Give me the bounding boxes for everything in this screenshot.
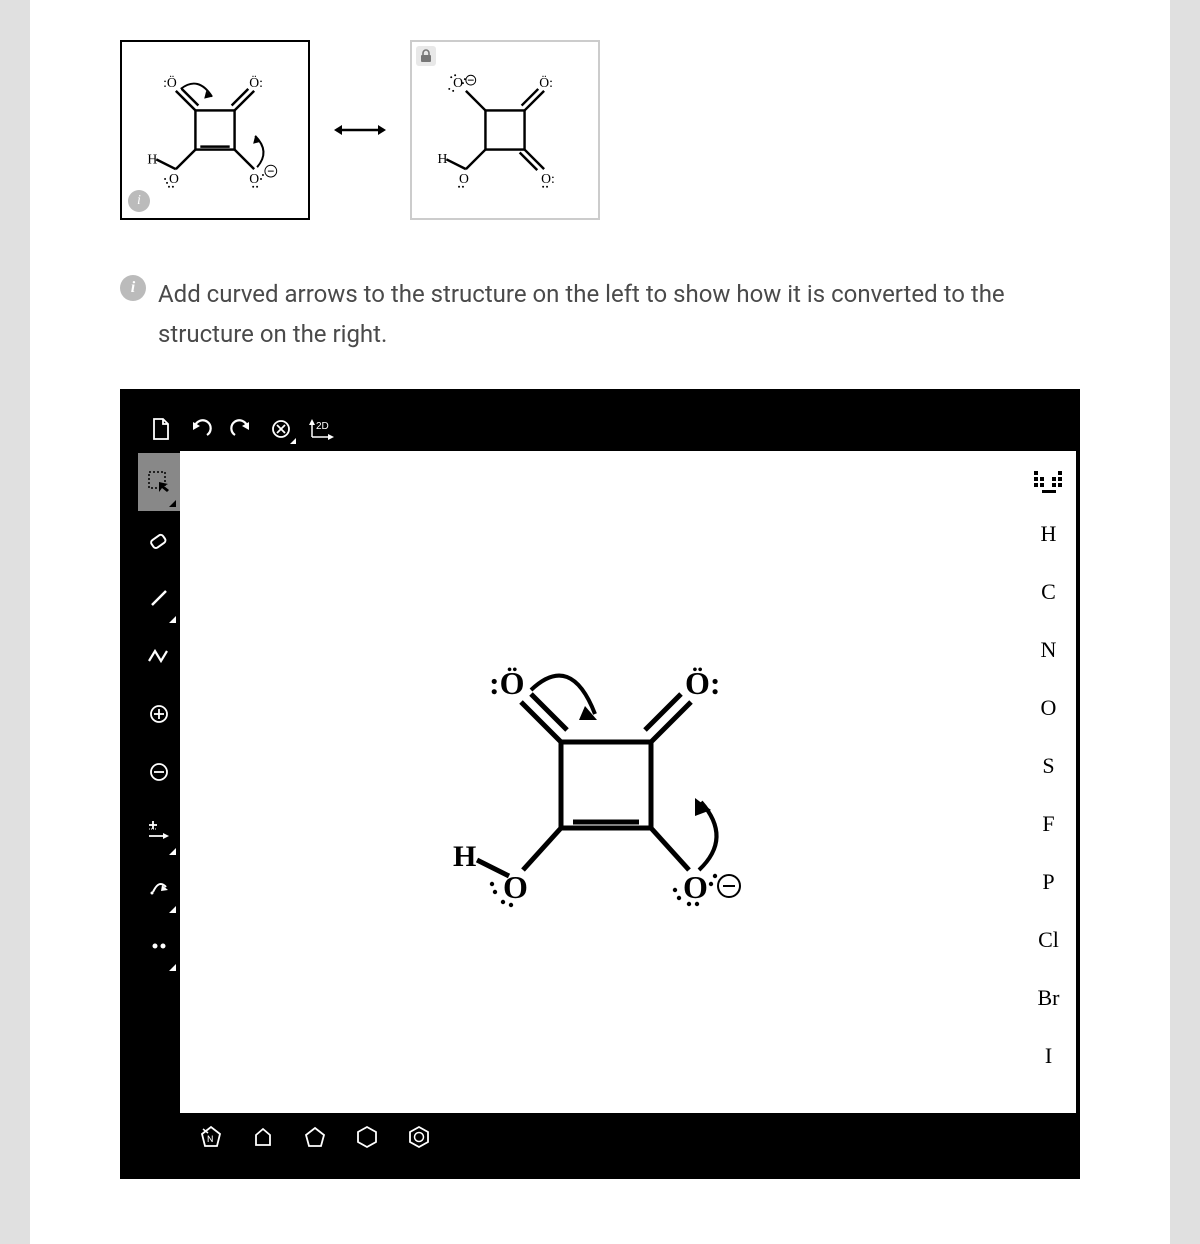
element-H[interactable]: H <box>1021 505 1076 563</box>
new-icon[interactable] <box>144 412 178 446</box>
svg-text:2D: 2D <box>316 421 329 432</box>
delete-icon[interactable] <box>264 412 298 446</box>
svg-text:N: N <box>207 1135 213 1145</box>
element-C[interactable]: C <box>1021 563 1076 621</box>
eraser-tool[interactable] <box>138 511 180 569</box>
element-O[interactable]: O <box>1021 679 1076 737</box>
svg-text::Ö: :Ö <box>163 74 177 90</box>
element-N[interactable]: N <box>1021 621 1076 679</box>
thumbnail-right[interactable]: O Ö: O O: H <box>410 40 600 220</box>
benzene-tool[interactable] <box>402 1120 436 1154</box>
periodic-table-icon[interactable] <box>1021 459 1076 505</box>
svg-text:H: H <box>147 151 157 166</box>
instruction-block: i Add curved arrows to the structure on … <box>120 275 1080 354</box>
svg-text:Ö:: Ö: <box>539 74 553 90</box>
right-toolbar: H C N O S F P Cl Br I <box>1021 451 1076 1113</box>
element-P[interactable]: P <box>1021 853 1076 911</box>
resonance-arrow-icon <box>330 120 390 140</box>
minus-charge-tool[interactable] <box>138 743 180 801</box>
lock-icon <box>416 46 436 66</box>
drawing-canvas[interactable]: :Ö Ö: O O H <box>180 451 1021 1113</box>
svg-text:Ö:: Ö: <box>249 74 263 90</box>
svg-text:O: O <box>459 171 469 186</box>
undo-icon[interactable] <box>184 412 218 446</box>
cyclobutane-tool[interactable] <box>246 1120 280 1154</box>
structure-editor: 2D <box>120 389 1080 1179</box>
bottom-toolbar: N <box>138 1113 1076 1161</box>
cyclopentane-tool[interactable] <box>298 1120 332 1154</box>
thumbnail-left[interactable]: :Ö Ö: O O H i <box>120 40 310 220</box>
curved-arrow-tool[interactable] <box>138 859 180 917</box>
svg-text::Ö: :Ö <box>489 665 525 701</box>
cyclohexane-tool[interactable] <box>350 1120 384 1154</box>
top-toolbar: 2D <box>138 407 1076 451</box>
multi-bond-tool[interactable] <box>138 627 180 685</box>
info-icon: i <box>120 275 146 301</box>
element-Cl[interactable]: Cl <box>1021 911 1076 969</box>
plus-charge-tool[interactable] <box>138 685 180 743</box>
svg-text:O: O <box>249 171 259 186</box>
element-S[interactable]: S <box>1021 737 1076 795</box>
svg-text:O:: O: <box>541 171 555 186</box>
instruction-text: Add curved arrows to the structure on th… <box>158 275 1080 354</box>
left-toolbar <box>138 451 180 1113</box>
svg-text:O: O <box>683 869 708 905</box>
svg-text:Ö:: Ö: <box>685 665 721 701</box>
lone-pair-tool[interactable] <box>138 917 180 975</box>
svg-text:O: O <box>503 869 528 905</box>
svg-text:O: O <box>453 75 463 90</box>
element-I[interactable]: I <box>1021 1027 1076 1085</box>
view-2d-icon[interactable]: 2D <box>304 412 346 446</box>
redo-icon[interactable] <box>224 412 258 446</box>
svg-text:O: O <box>169 171 179 186</box>
reaction-arrow-tool[interactable] <box>138 801 180 859</box>
element-Br[interactable]: Br <box>1021 969 1076 1027</box>
single-bond-tool[interactable] <box>138 569 180 627</box>
svg-text:H: H <box>453 840 476 873</box>
ring-n-tool[interactable]: N <box>194 1120 228 1154</box>
thumbnail-row: :Ö Ö: O O H i <box>120 40 1080 220</box>
selection-tool[interactable] <box>138 453 180 511</box>
info-icon: i <box>128 190 150 212</box>
element-F[interactable]: F <box>1021 795 1076 853</box>
svg-text:H: H <box>438 151 448 166</box>
